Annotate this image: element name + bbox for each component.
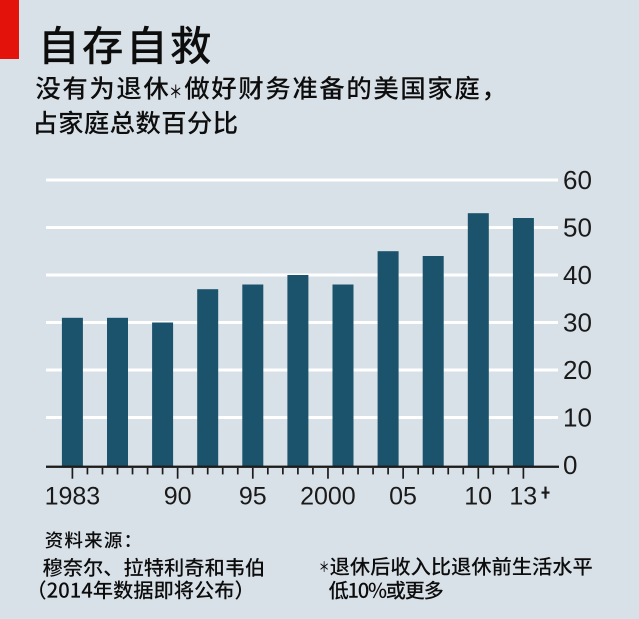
- svg-text:90: 90: [164, 483, 192, 511]
- svg-text:30: 30: [563, 308, 592, 338]
- svg-text:2000: 2000: [300, 483, 356, 511]
- svg-text:40: 40: [563, 260, 592, 290]
- svg-text:10: 10: [563, 403, 592, 433]
- svg-text:13: 13: [509, 483, 537, 511]
- svg-text:95: 95: [239, 483, 267, 511]
- svg-text:20: 20: [563, 355, 592, 385]
- svg-text:05: 05: [389, 483, 417, 511]
- svg-text:1983: 1983: [45, 483, 101, 511]
- svg-text:50: 50: [563, 213, 592, 243]
- svg-text:10: 10: [464, 483, 492, 511]
- svg-text:60: 60: [563, 165, 592, 195]
- svg-text:0: 0: [563, 450, 577, 480]
